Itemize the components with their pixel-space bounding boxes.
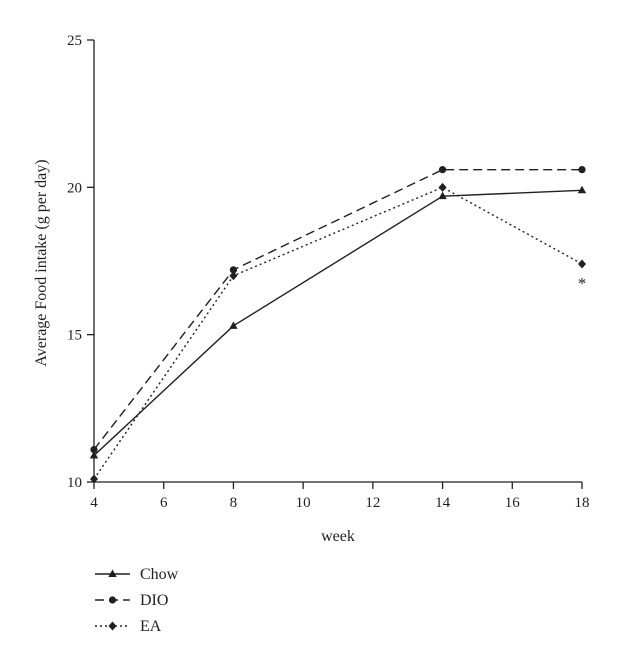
- annotation-layer: *: [578, 274, 587, 293]
- data-point: [90, 474, 98, 484]
- y-tick-label: 15: [67, 328, 82, 344]
- series-layer: [89, 166, 587, 484]
- data-point: [229, 271, 238, 281]
- y-axis-label: Average Food intake (g per day): [33, 159, 50, 366]
- data-point: [438, 182, 447, 192]
- significance-marker: *: [578, 274, 587, 293]
- y-tick-label: 25: [67, 33, 82, 49]
- y-tick-label: 20: [67, 180, 82, 196]
- x-tick-label: 18: [575, 495, 590, 511]
- series-chow: [89, 185, 587, 459]
- legend-marker: [108, 596, 117, 604]
- data-point: [577, 185, 587, 194]
- data-point: [89, 450, 99, 459]
- legend-label: EA: [140, 618, 162, 635]
- data-point: [578, 259, 586, 269]
- legend-item-chow: Chow: [95, 566, 179, 583]
- series-dio: [90, 166, 586, 454]
- data-point: [90, 445, 98, 454]
- legend-label: Chow: [140, 566, 179, 583]
- x-tick-label: 8: [230, 495, 238, 511]
- legend-item-dio: DIO: [95, 592, 168, 609]
- x-ticks: 4 6 8 10 12 14 16 18: [90, 482, 590, 511]
- series-line: [93, 168, 582, 451]
- x-tick-label: 6: [160, 495, 168, 511]
- x-tick-label: 16: [505, 495, 521, 511]
- data-point: [578, 166, 586, 174]
- x-tick-label: 14: [435, 495, 451, 511]
- legend-marker: [108, 621, 117, 631]
- legend-marker: [108, 569, 117, 577]
- legend: Chow DIO EA: [95, 566, 179, 635]
- series-ea: [90, 182, 586, 484]
- data-point: [438, 191, 447, 200]
- series-line: [93, 186, 583, 480]
- axes: [93, 40, 582, 483]
- legend-item-ea: EA: [95, 618, 162, 635]
- x-axis-label: week: [321, 528, 355, 545]
- data-point: [438, 166, 447, 174]
- y-ticks: 10 15 20 25: [67, 33, 94, 491]
- y-tick-label: 10: [67, 475, 82, 491]
- legend-label: DIO: [140, 592, 168, 609]
- x-tick-label: 4: [90, 495, 98, 511]
- series-line: [93, 189, 583, 456]
- x-tick-label: 12: [365, 495, 380, 511]
- x-tick-label: 10: [296, 495, 311, 511]
- data-point: [229, 266, 238, 274]
- data-point: [229, 321, 238, 329]
